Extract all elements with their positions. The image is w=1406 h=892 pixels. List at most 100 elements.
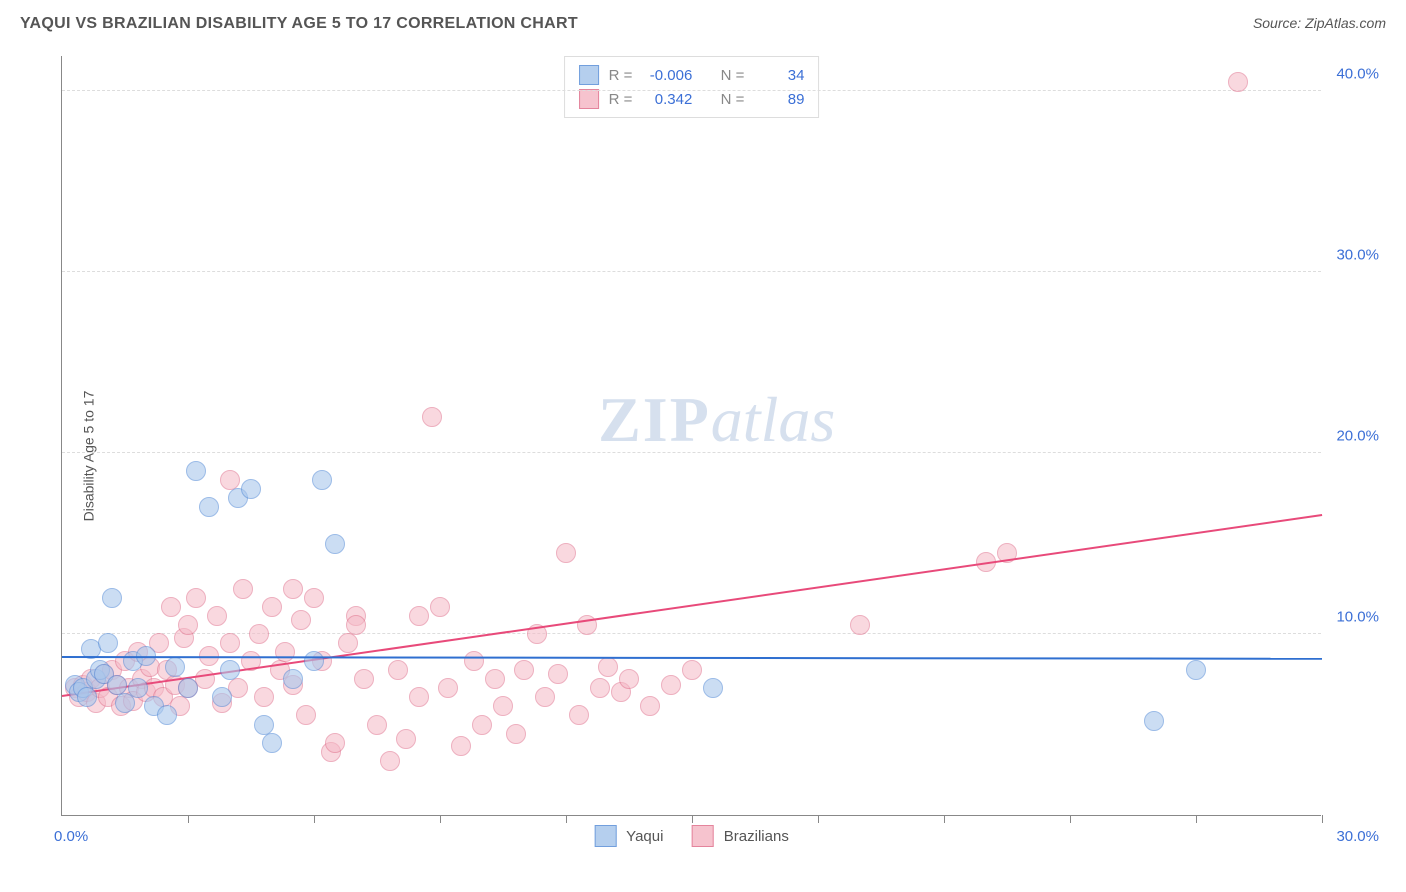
x-tick: [692, 815, 693, 823]
x-tick: [440, 815, 441, 823]
x-tick: [566, 815, 567, 823]
chart-container: Disability Age 5 to 17 ZIPatlas R = -0.0…: [13, 41, 1393, 871]
point-brazilians: [233, 579, 253, 599]
gridline: [62, 452, 1321, 453]
point-yaqui: [304, 651, 324, 671]
legend-label-yaqui: Yaqui: [626, 828, 663, 845]
point-yaqui: [178, 678, 198, 698]
point-brazilians: [548, 664, 568, 684]
point-yaqui: [220, 660, 240, 680]
point-brazilians: [409, 687, 429, 707]
point-brazilians: [304, 588, 324, 608]
point-yaqui: [1144, 711, 1164, 731]
point-yaqui: [241, 479, 261, 499]
n-label: N =: [721, 91, 745, 108]
x-axis-min-label: 0.0%: [54, 828, 88, 845]
point-brazilians: [178, 615, 198, 635]
point-brazilians: [464, 651, 484, 671]
swatch-brazilians-icon: [579, 89, 599, 109]
watermark-light: atlas: [711, 384, 835, 455]
point-brazilians: [220, 633, 240, 653]
point-brazilians: [556, 543, 576, 563]
n-value-yaqui: 34: [754, 67, 804, 84]
point-brazilians: [661, 675, 681, 695]
point-brazilians: [283, 579, 303, 599]
point-brazilians: [367, 715, 387, 735]
x-tick: [1322, 815, 1323, 823]
point-brazilians: [220, 470, 240, 490]
legend-swatch-brazilians-icon: [692, 825, 714, 847]
point-brazilians: [380, 751, 400, 771]
point-brazilians: [388, 660, 408, 680]
swatch-yaqui-icon: [579, 65, 599, 85]
y-tick-label: 30.0%: [1329, 247, 1379, 264]
legend-swatch-yaqui-icon: [594, 825, 616, 847]
point-brazilians: [207, 606, 227, 626]
point-brazilians: [640, 696, 660, 716]
point-yaqui: [128, 678, 148, 698]
point-brazilians: [354, 669, 374, 689]
point-yaqui: [98, 633, 118, 653]
point-yaqui: [157, 705, 177, 725]
point-yaqui: [1186, 660, 1206, 680]
chart-source: Source: ZipAtlas.com: [1253, 15, 1386, 31]
point-yaqui: [199, 497, 219, 517]
r-value-brazilians: 0.342: [642, 91, 692, 108]
gridline: [62, 90, 1321, 91]
point-yaqui: [312, 470, 332, 490]
point-brazilians: [493, 696, 513, 716]
point-brazilians: [1228, 72, 1248, 92]
chart-title: YAQUI VS BRAZILIAN DISABILITY AGE 5 TO 1…: [20, 15, 578, 33]
gridline: [62, 271, 1321, 272]
point-brazilians: [514, 660, 534, 680]
x-tick: [944, 815, 945, 823]
point-brazilians: [186, 588, 206, 608]
point-brazilians: [619, 669, 639, 689]
point-yaqui: [262, 733, 282, 753]
point-brazilians: [422, 407, 442, 427]
bottom-legend: Yaqui Brazilians: [594, 825, 789, 847]
point-yaqui: [703, 678, 723, 698]
point-yaqui: [77, 687, 97, 707]
point-yaqui: [254, 715, 274, 735]
point-yaqui: [283, 669, 303, 689]
point-brazilians: [296, 705, 316, 725]
point-yaqui: [325, 534, 345, 554]
x-tick: [818, 815, 819, 823]
point-brazilians: [682, 660, 702, 680]
point-brazilians: [396, 729, 416, 749]
watermark-bold: ZIP: [598, 384, 711, 455]
point-yaqui: [165, 657, 185, 677]
n-label: N =: [721, 67, 745, 84]
point-brazilians: [430, 597, 450, 617]
y-tick-label: 20.0%: [1329, 428, 1379, 445]
y-tick-label: 10.0%: [1329, 609, 1379, 626]
point-brazilians: [850, 615, 870, 635]
point-brazilians: [569, 705, 589, 725]
point-brazilians: [275, 642, 295, 662]
point-brazilians: [590, 678, 610, 698]
point-brazilians: [161, 597, 181, 617]
point-yaqui: [102, 588, 122, 608]
point-yaqui: [186, 461, 206, 481]
n-value-brazilians: 89: [754, 91, 804, 108]
watermark: ZIPatlas: [598, 383, 835, 457]
r-label: R =: [609, 67, 633, 84]
point-brazilians: [598, 657, 618, 677]
x-tick: [1070, 815, 1071, 823]
point-brazilians: [291, 610, 311, 630]
x-tick: [1196, 815, 1197, 823]
point-yaqui: [107, 675, 127, 695]
point-brazilians: [325, 733, 345, 753]
point-brazilians: [451, 736, 471, 756]
point-brazilians: [338, 633, 358, 653]
point-brazilians: [262, 597, 282, 617]
stats-legend: R = -0.006 N = 34 R = 0.342 N = 89: [564, 56, 820, 118]
r-value-yaqui: -0.006: [642, 67, 692, 84]
y-tick-label: 40.0%: [1329, 66, 1379, 83]
point-brazilians: [438, 678, 458, 698]
plot-area: ZIPatlas R = -0.006 N = 34 R = 0.342 N =…: [61, 56, 1321, 816]
point-yaqui: [212, 687, 232, 707]
point-brazilians: [249, 624, 269, 644]
point-brazilians: [485, 669, 505, 689]
